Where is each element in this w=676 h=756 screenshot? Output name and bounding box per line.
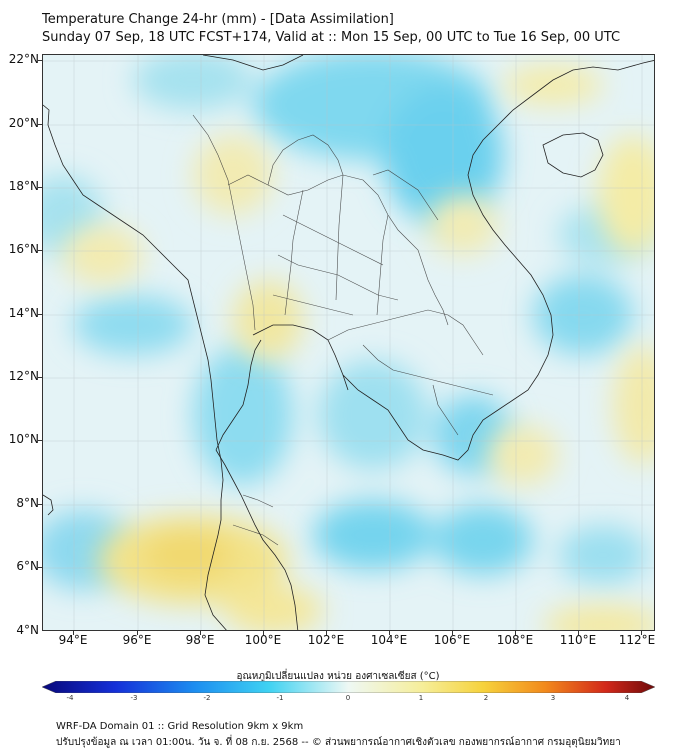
lon-label-96e: 96°E	[122, 633, 152, 647]
lat-label-16n: 16°N	[8, 242, 39, 256]
lat-label-8n: 8°N	[16, 496, 39, 510]
lon-tick	[641, 631, 642, 635]
warm-anomaly-patches	[63, 65, 654, 630]
colorbar-tick: 3	[550, 694, 556, 702]
map-title: Temperature Change 24-hr (mm) - [Data As…	[42, 12, 394, 27]
lon-label-108e: 108°E	[496, 633, 534, 647]
lon-tick	[452, 631, 453, 635]
colorbar-tick: 2	[483, 694, 489, 702]
lat-tick	[38, 60, 42, 61]
lon-tick	[200, 631, 201, 635]
lat-label-12n: 12°N	[8, 369, 39, 383]
colorbar-tick: 0	[345, 694, 351, 702]
footer-update-info: ปรับปรุงข้อมูล ณ เวลา 01:00น. วัน จ. ที่…	[56, 737, 621, 748]
lon-label-94e: 94°E	[58, 633, 88, 647]
lat-label-14n: 14°N	[8, 306, 39, 320]
lon-label-102e: 102°E	[307, 633, 345, 647]
lat-tick	[38, 567, 42, 568]
lon-tick	[73, 631, 74, 635]
lon-tick	[263, 631, 264, 635]
map-panel[interactable]	[42, 54, 655, 631]
lon-tick	[578, 631, 579, 635]
lon-label-110e: 110°E	[559, 633, 597, 647]
colorbar-tick: -2	[203, 694, 211, 702]
footer-model-info: WRF-DA Domain 01 :: Grid Resolution 9km …	[56, 721, 304, 732]
lat-label-6n: 6°N	[16, 559, 39, 573]
lat-label-10n: 10°N	[8, 432, 39, 446]
colorbar-tick: -4	[66, 694, 74, 702]
lat-tick	[38, 314, 42, 315]
lon-tick	[389, 631, 390, 635]
lon-label-112e: 112°E	[618, 633, 656, 647]
lat-label-4n: 4°N	[16, 623, 39, 637]
colorbar-tick: 4	[624, 694, 630, 702]
map-subtitle: Sunday 07 Sep, 18 UTC FCST+174, Valid at…	[42, 30, 621, 45]
lon-label-100e: 100°E	[244, 633, 282, 647]
coastlines	[43, 55, 654, 630]
lon-label-106e: 106°E	[433, 633, 471, 647]
lon-label-104e: 104°E	[370, 633, 408, 647]
colorbar-tick: 1	[418, 694, 424, 702]
borders	[192, 114, 494, 546]
colorbar	[42, 681, 655, 693]
colorbar-tick: -3	[130, 694, 138, 702]
lat-tick	[38, 250, 42, 251]
lat-label-18n: 18°N	[8, 179, 39, 193]
lat-tick	[38, 504, 42, 505]
lat-tick	[38, 440, 42, 441]
grid-lines	[43, 55, 654, 630]
lat-tick	[38, 377, 42, 378]
colorbar-label: อุณหภูมิเปลี่ยนแปลง หน่วย องศาเซลเซียส (…	[236, 671, 440, 682]
lat-tick	[38, 187, 42, 188]
colorbar-body	[42, 681, 655, 693]
lat-label-22n: 22°N	[8, 52, 39, 66]
lat-label-20n: 20°N	[8, 116, 39, 130]
lat-tick	[38, 124, 42, 125]
lon-tick	[326, 631, 327, 635]
temperature-change-field	[43, 55, 654, 630]
lon-label-98e: 98°E	[185, 633, 215, 647]
lon-tick	[137, 631, 138, 635]
colorbar-tick: -1	[276, 694, 284, 702]
lon-tick	[515, 631, 516, 635]
